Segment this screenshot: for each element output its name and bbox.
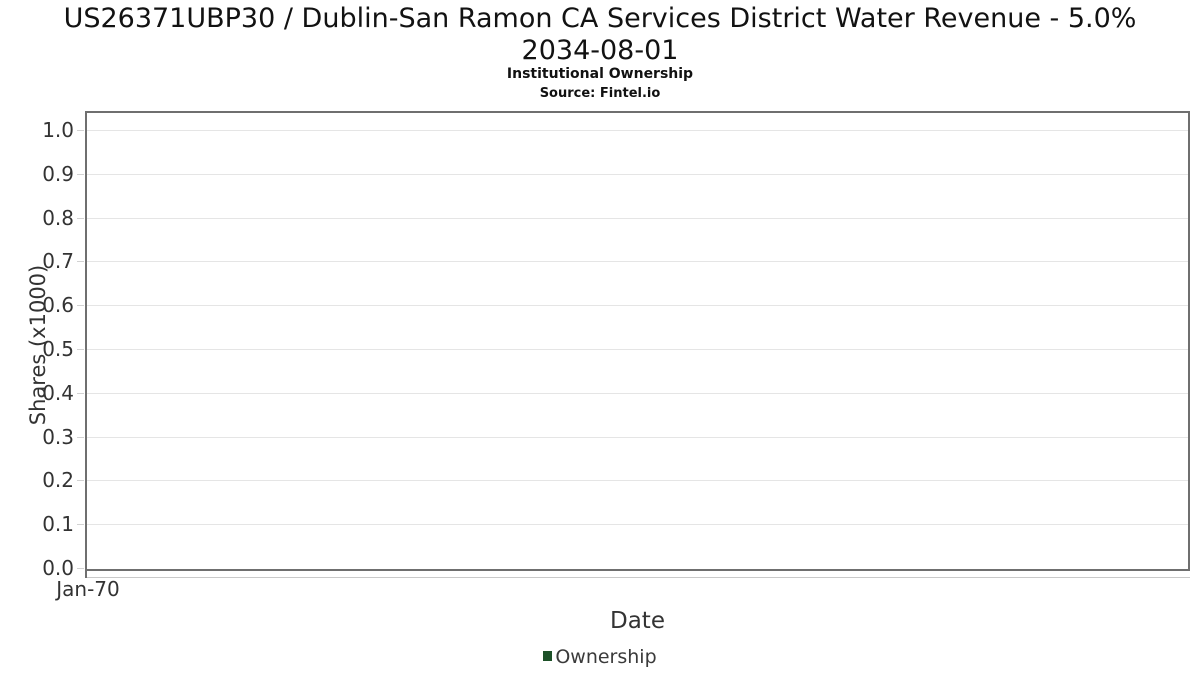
y-tick-mark (77, 217, 84, 219)
chart-title-line1: US26371UBP30 / Dublin-San Ramon CA Servi… (63, 3, 1137, 34)
y-tick-mark (77, 261, 84, 263)
y-tick-mark (77, 524, 84, 526)
y-tick-label: 0.0 (42, 556, 74, 580)
y-tick-mark (77, 568, 84, 569)
y-tick-mark (77, 173, 84, 175)
y-gridline (87, 392, 1188, 394)
y-gridline (87, 261, 1188, 263)
y-gridline (87, 305, 1188, 307)
y-gridline (87, 173, 1188, 175)
y-tick-label: 0.8 (42, 205, 74, 230)
y-tick-label: 0.7 (42, 249, 74, 274)
y-tick-label: 0.2 (42, 468, 74, 493)
legend-label: Ownership (555, 646, 657, 668)
y-tick-label: 0.1 (42, 512, 74, 537)
y-gridline (87, 130, 1188, 131)
y-axis-title-text: Shares (x1000) (26, 264, 50, 426)
y-tick-label: 0.3 (42, 424, 74, 449)
y-tick-mark (77, 436, 84, 438)
plot-area (85, 111, 1190, 571)
x-axis-line (85, 577, 1190, 578)
y-gridline (87, 480, 1188, 482)
y-tick-mark (77, 130, 84, 131)
y-gridline (87, 349, 1188, 350)
y-tick-label: 1.0 (42, 118, 74, 142)
y-axis-tick-labels: 0.0 0.1 0.2 0.3 0.4 0.5 0.6 0.7 0.8 0.9 1.0 (0, 113, 74, 579)
y-tick-mark (77, 305, 84, 307)
x-axis-title: Date (610, 608, 665, 634)
y-tick-mark (77, 480, 84, 482)
y-axis-tick-marks (77, 113, 85, 569)
y-tick-mark (77, 349, 84, 350)
y-tick-mark (77, 392, 84, 394)
chart-subtitle: Institutional Ownership (506, 66, 694, 82)
y-tick-label: 0.9 (42, 161, 74, 186)
legend: Ownership (0, 645, 1200, 671)
legend-item-ownership: Ownership (543, 645, 657, 669)
chart-source: Source: Fintel.io (539, 86, 661, 101)
y-tick-label: 0.5 (42, 337, 74, 361)
chart-title-line2: 2034-08-01 (521, 35, 679, 66)
x-axis-tick-mark (85, 571, 87, 578)
x-axis-tick-label: Jan-70 (56, 577, 120, 601)
y-tick-label: 0.6 (42, 293, 74, 318)
legend-marker-square (543, 651, 553, 661)
y-tick-label: 0.4 (42, 380, 74, 405)
y-gridline (87, 436, 1188, 438)
y-gridline (87, 524, 1188, 526)
y-gridline (87, 217, 1188, 219)
